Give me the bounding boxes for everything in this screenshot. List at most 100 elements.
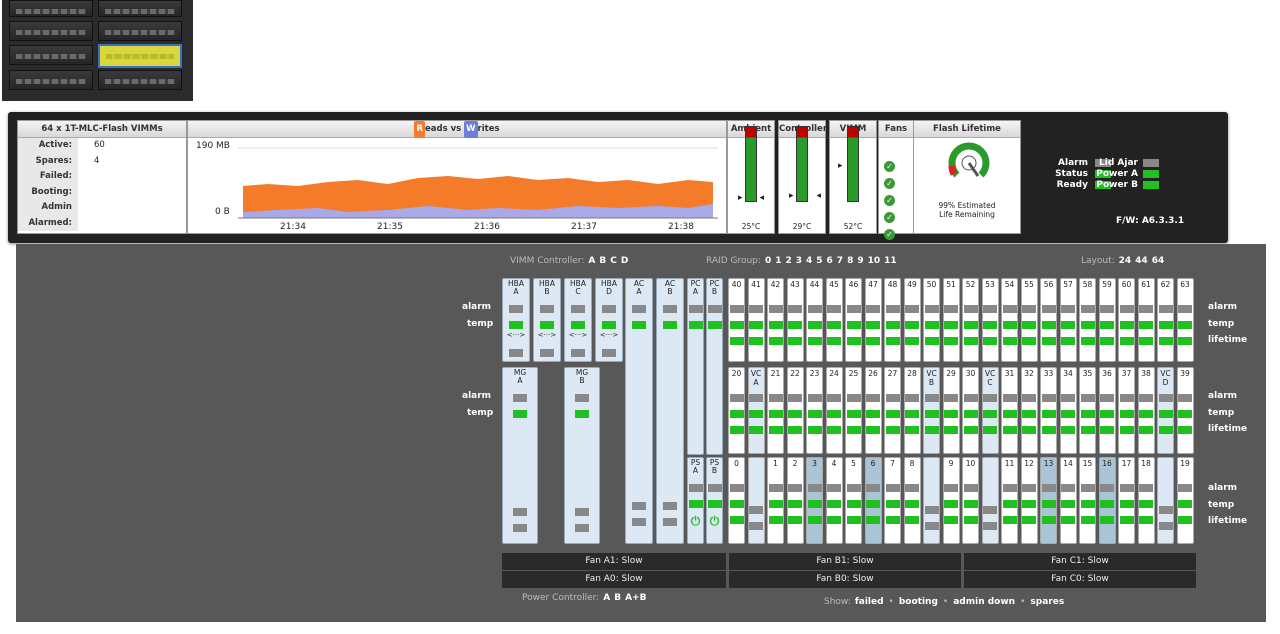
vimm-slot[interactable]: 8 [903, 457, 921, 544]
vimm-slot[interactable]: 29 [942, 367, 960, 454]
vimm-slot[interactable]: 52 [962, 278, 979, 362]
vimm-slot[interactable]: 12 [1020, 457, 1038, 544]
vimm-slot[interactable]: 48 [884, 278, 901, 362]
vimm-slot[interactable]: 5 [845, 457, 862, 544]
vimm-slot[interactable]: 59 [1098, 278, 1116, 362]
vimm-slot[interactable]: 40 [728, 278, 745, 362]
chassis-thumbnail[interactable] [2, 0, 193, 101]
raid-group-option[interactable]: 7 [836, 256, 844, 266]
vimm-slot[interactable]: 42 [767, 278, 784, 362]
raid-group-option[interactable]: 9 [857, 256, 864, 266]
power-controller-option[interactable]: B [614, 593, 622, 603]
raid-group-option[interactable]: 0 [764, 256, 772, 266]
thumb-slot[interactable] [9, 21, 93, 41]
power-controller-option[interactable]: A+B [625, 593, 647, 603]
vimm-slot[interactable]: 61 [1137, 278, 1155, 362]
raid-group-option[interactable]: 2 [785, 256, 792, 266]
vimm-slot[interactable]: 21 [767, 367, 784, 454]
vimm-controller-slot[interactable]: VC A [747, 367, 765, 454]
vimm-controller-slot[interactable]: VC D [1157, 367, 1174, 454]
vimm-slot[interactable]: 54 [1001, 278, 1018, 362]
mg-module[interactable]: MG B [564, 367, 600, 544]
vimm-slot[interactable]: 26 [864, 367, 882, 454]
vimm-slot[interactable]: 31 [1001, 367, 1018, 454]
vimm-controller-slot-lower[interactable] [1157, 457, 1174, 544]
vimm-controller-option[interactable]: C [610, 256, 617, 266]
vimm-slot[interactable]: 53 [981, 278, 999, 362]
vimm-slot[interactable]: 62 [1157, 278, 1174, 362]
vimm-slot[interactable]: 1 [767, 457, 784, 544]
ps-module[interactable]: PS B ⏻ [706, 457, 723, 544]
vimm-slot[interactable]: 58 [1079, 278, 1096, 362]
raid-group-option[interactable]: 3 [795, 256, 802, 266]
thumb-slot[interactable] [98, 21, 182, 41]
vimm-slot[interactable]: 16 [1098, 457, 1116, 544]
vimm-slot[interactable]: 17 [1118, 457, 1135, 544]
vimm-slot[interactable]: 35 [1079, 367, 1096, 454]
vimm-controller-option[interactable]: B [599, 256, 607, 266]
vimm-slot[interactable]: 34 [1059, 367, 1077, 454]
vimm-slot[interactable]: 3 [806, 457, 823, 544]
vimm-slot[interactable]: 25 [845, 367, 862, 454]
raid-group-option[interactable]: 10 [867, 256, 881, 266]
vimm-slot[interactable]: 55 [1020, 278, 1038, 362]
vimm-slot[interactable]: 18 [1137, 457, 1155, 544]
vimm-slot[interactable]: 45 [825, 278, 843, 362]
vimm-slot[interactable]: 2 [786, 457, 804, 544]
thumb-slot[interactable] [9, 45, 93, 65]
show-filter-option[interactable]: booting [898, 597, 938, 607]
vimm-controller-option[interactable]: D [620, 256, 629, 266]
vimm-slot[interactable]: 14 [1059, 457, 1077, 544]
hba-module[interactable]: HBA C <···> [564, 278, 592, 362]
thumb-slot[interactable] [9, 0, 93, 17]
layout-option[interactable]: 64 [1151, 256, 1165, 266]
vimm-slot[interactable]: 10 [962, 457, 979, 544]
vimm-slot[interactable]: 23 [806, 367, 823, 454]
vimm-controller-slot-lower[interactable] [981, 457, 999, 544]
vimm-controller-slot-lower[interactable] [923, 457, 940, 544]
vimm-slot[interactable]: 43 [786, 278, 804, 362]
vimm-slot[interactable]: 15 [1079, 457, 1096, 544]
vimm-slot[interactable]: 30 [962, 367, 979, 454]
show-filter-option[interactable]: spares [1030, 597, 1065, 607]
vimm-slot[interactable]: 39 [1176, 367, 1194, 454]
vimm-slot[interactable]: 6 [864, 457, 882, 544]
pc-module[interactable]: PC B [706, 278, 723, 455]
raid-group-option[interactable]: 6 [826, 256, 833, 266]
thumb-slot[interactable] [98, 0, 182, 17]
ps-module[interactable]: PS A ⏻ [687, 457, 704, 544]
power-controller-option[interactable]: A [603, 593, 611, 603]
hba-module[interactable]: HBA B <···> [533, 278, 561, 362]
show-filter-option[interactable]: admin down [953, 597, 1016, 607]
vimm-slot[interactable]: 4 [825, 457, 843, 544]
vimm-slot[interactable]: 49 [903, 278, 921, 362]
vimm-slot[interactable]: 56 [1040, 278, 1057, 362]
raid-group-option[interactable]: 8 [847, 256, 854, 266]
hba-module[interactable]: HBA D <···> [595, 278, 623, 362]
vimm-controller-slot[interactable]: VC B [923, 367, 940, 454]
vimm-slot[interactable]: 38 [1137, 367, 1155, 454]
vimm-slot[interactable]: 41 [747, 278, 765, 362]
vimm-slot[interactable]: 51 [942, 278, 960, 362]
vimm-slot[interactable]: 33 [1040, 367, 1057, 454]
vimm-slot[interactable]: 47 [864, 278, 882, 362]
layout-option[interactable]: 44 [1135, 256, 1148, 266]
vimm-slot[interactable]: 36 [1098, 367, 1116, 454]
vimm-slot[interactable]: 27 [884, 367, 901, 454]
vimm-slot[interactable]: 13 [1040, 457, 1057, 544]
ac-module[interactable]: AC A [625, 278, 653, 544]
vimm-slot[interactable]: 28 [903, 367, 921, 454]
vimm-controller-option[interactable]: A [588, 256, 596, 266]
vimm-slot[interactable]: 32 [1020, 367, 1038, 454]
mg-module[interactable]: MG A [502, 367, 538, 544]
vimm-slot[interactable]: 22 [786, 367, 804, 454]
show-filter-option[interactable]: failed [854, 597, 884, 607]
raid-group-option[interactable]: 5 [816, 256, 823, 266]
vimm-controller-slot-lower[interactable] [747, 457, 765, 544]
vimm-slot[interactable]: 9 [942, 457, 960, 544]
layout-option[interactable]: 24 [1118, 256, 1132, 266]
vimm-slot[interactable]: 63 [1176, 278, 1194, 362]
vimm-slot[interactable]: 11 [1001, 457, 1018, 544]
pc-module[interactable]: PC A [687, 278, 704, 455]
ac-module[interactable]: AC B [656, 278, 684, 544]
